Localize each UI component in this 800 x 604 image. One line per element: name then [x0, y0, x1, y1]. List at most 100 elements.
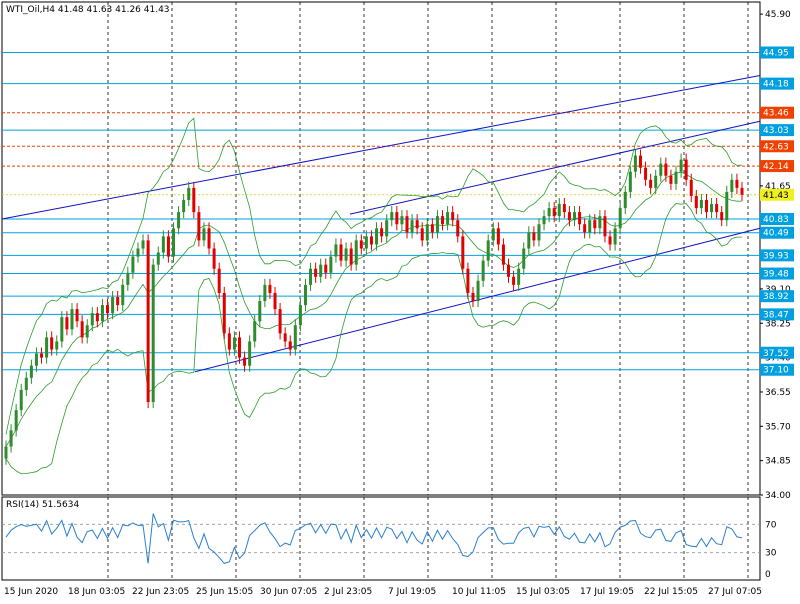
candle-body: [532, 232, 536, 241]
candle-body: [369, 236, 373, 245]
level-label-box: [760, 77, 794, 90]
candle-body: [471, 292, 475, 302]
candle-body: [674, 171, 678, 184]
candle-body: [227, 333, 231, 350]
candle-body: [354, 240, 358, 265]
candle-body: [278, 309, 282, 334]
candle-body: [212, 248, 216, 269]
candle-body: [720, 212, 724, 221]
candle-body: [633, 155, 637, 172]
candle-body: [156, 252, 160, 265]
symbol-label: WTI_Oil,H4: [6, 5, 55, 15]
candle-body: [425, 224, 429, 241]
candle-body: [613, 228, 617, 245]
candle-body: [699, 200, 703, 209]
price-axis-tick: 45.90: [765, 10, 791, 20]
candle-body: [679, 159, 683, 172]
price-axis-tick: 34.85: [765, 457, 791, 467]
candle-body: [24, 377, 28, 390]
candle-body: [710, 204, 714, 213]
candle-body: [121, 284, 125, 306]
candle-body: [730, 179, 734, 192]
candle-body: [507, 264, 511, 277]
candle-body: [456, 220, 460, 237]
candle-body: [161, 236, 165, 253]
candle-body: [400, 216, 404, 225]
time-axis-label: 17 Jul 19:05: [580, 587, 634, 597]
time-axis-label: 22 Jul 15:05: [644, 587, 698, 597]
price-axis-tick: 35.70: [765, 422, 791, 432]
candle-body: [45, 337, 49, 358]
level-label: 42.63: [763, 142, 789, 152]
candle-body: [552, 208, 556, 217]
candle-body: [106, 305, 110, 314]
bollinger-middle-band: [5, 171, 743, 447]
candle-body: [461, 236, 465, 269]
channel-mid-line: [349, 120, 761, 215]
level-label-box: [760, 308, 794, 321]
level-label-box: [760, 140, 794, 153]
candle-body: [527, 232, 531, 249]
level-label-box: [760, 124, 794, 137]
level-label: 42.14: [763, 162, 789, 172]
candle-body: [638, 155, 642, 168]
candle-body: [232, 337, 236, 350]
candle-body: [243, 357, 247, 366]
candle-body: [344, 248, 348, 261]
candle-body: [329, 256, 333, 273]
candle-body: [512, 276, 516, 285]
candle-body: [273, 292, 277, 310]
candle-body: [542, 216, 546, 225]
level-label: 38.47: [763, 310, 789, 320]
candle-body: [258, 301, 262, 322]
candle-body: [410, 220, 414, 233]
bollinger-upper-band: [5, 117, 743, 435]
candle-body: [537, 224, 541, 241]
candle-body: [14, 410, 18, 431]
candle-body: [547, 208, 551, 217]
level-label: 44.95: [763, 49, 789, 59]
candle-body: [654, 175, 658, 188]
candle-body: [85, 325, 89, 338]
candle-body: [481, 260, 485, 281]
candle-body: [197, 212, 201, 241]
time-axis-label: 15 Jul 03:05: [516, 587, 570, 597]
candle-body: [441, 216, 445, 225]
candle-body: [491, 228, 495, 241]
candle-body: [19, 389, 23, 411]
candle-body: [177, 212, 181, 229]
candle-body: [80, 321, 84, 338]
level-label: 44.18: [763, 80, 789, 90]
level-label-box: [760, 290, 794, 303]
candle-body: [588, 220, 592, 233]
level-label-box: [760, 363, 794, 376]
time-axis-label: 2 Jul 23:05: [324, 587, 372, 597]
level-label: 37.10: [763, 366, 789, 376]
time-axis-label: 10 Jul 11:05: [452, 587, 506, 597]
candle-body: [293, 325, 297, 350]
candle-body: [735, 179, 739, 188]
candle-body: [694, 195, 698, 209]
candle-body: [90, 313, 94, 326]
candle-body: [100, 305, 104, 322]
candle-body: [364, 236, 368, 249]
ohlc-values: 41.48 41.63 41.26 41.43: [57, 5, 170, 15]
price-axis-tick: 41.65: [765, 182, 791, 192]
candle-body: [684, 159, 688, 180]
candle-body: [669, 175, 673, 184]
candle-body: [288, 341, 292, 350]
candle-body: [222, 292, 226, 334]
candle-body: [618, 208, 622, 229]
candle-body: [740, 187, 744, 195]
candle-body: [324, 264, 328, 273]
price-axis-tick: 34.00: [765, 491, 791, 501]
candle-body: [192, 187, 196, 213]
candle-body: [451, 212, 455, 221]
level-label: 43.03: [763, 126, 789, 136]
candle-body: [136, 248, 140, 257]
candle-body: [182, 200, 186, 213]
candle-body: [4, 446, 8, 459]
candle-body: [578, 212, 582, 225]
candle-body: [151, 264, 155, 403]
